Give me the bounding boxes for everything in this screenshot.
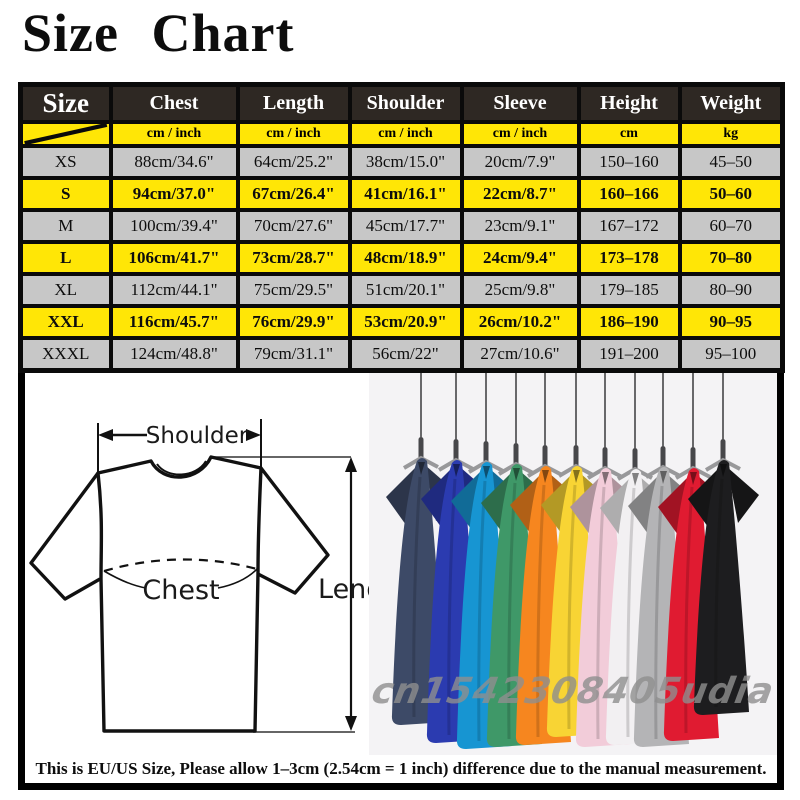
table-cell: 48cm/18.9" <box>347 240 464 276</box>
table-cell: XXXL <box>18 336 113 373</box>
table-cell: L <box>18 240 113 276</box>
chest-label: Chest <box>142 575 219 606</box>
header-row: Size Chest Length Shoulder Sleeve Height Weigh… <box>18 82 785 124</box>
table-cell: 116cm/45.7" <box>108 304 240 340</box>
column-header: Sleeve <box>459 82 581 124</box>
table-cell: 25cm/9.8" <box>459 272 581 308</box>
units-row: cm / inch cm / inch cm / inch cm / inch cm kg <box>18 120 785 148</box>
tshirt-measure-diagram: Shoulder Chest Lengt <box>25 373 369 755</box>
table-cell: 167–172 <box>576 208 682 244</box>
table-cell: XS <box>18 144 113 180</box>
table-row: XXXL 124cm/48.8" 79cm/31.1" 56cm/22" 27cm/10… <box>18 336 785 373</box>
table-cell: 100cm/39.4" <box>108 208 240 244</box>
table-cell: 186–190 <box>576 304 682 340</box>
table-cell: 94cm/37.0" <box>108 176 240 212</box>
hanging-shirts-illustration <box>386 373 759 749</box>
table-cell: 95–100 <box>677 336 785 373</box>
table-cell: 45cm/17.7" <box>347 208 464 244</box>
table-cell: 191–200 <box>576 336 682 373</box>
column-header: Weight <box>677 82 785 124</box>
table-cell: 45–50 <box>677 144 785 180</box>
table-cell: 70–80 <box>677 240 785 276</box>
table-cell: 60–70 <box>677 208 785 244</box>
tshirt-outline-drawing: Shoulder Chest Lengt <box>29 419 369 733</box>
table-cell: 106cm/41.7" <box>108 240 240 276</box>
table-cell: 150–160 <box>576 144 682 180</box>
table-cell: 56cm/22" <box>347 336 464 373</box>
unit-cell: cm <box>576 120 682 148</box>
column-header: Shoulder <box>347 82 464 124</box>
table-cell: XL <box>18 272 113 308</box>
table-cell: 20cm/7.9" <box>459 144 581 180</box>
unit-cell: cm / inch <box>235 120 352 148</box>
unit-cell: cm / inch <box>459 120 581 148</box>
table-cell: 112cm/44.1" <box>108 272 240 308</box>
unit-cell: cm / inch <box>108 120 240 148</box>
measure-guide-section: Shoulder Chest Lengt cn1542308405udia <box>18 373 784 790</box>
table-cell: 26cm/10.2" <box>459 304 581 340</box>
table-cell: 90–95 <box>677 304 785 340</box>
table-cell: M <box>18 208 113 244</box>
table-cell: 76cm/29.9" <box>235 304 352 340</box>
table-cell: 50–60 <box>677 176 785 212</box>
table-cell: 75cm/29.5" <box>235 272 352 308</box>
shoulder-label: Shoulder <box>146 423 249 449</box>
table-cell: 38cm/15.0" <box>347 144 464 180</box>
table-cell: 67cm/26.4" <box>235 176 352 212</box>
table-cell: 23cm/9.1" <box>459 208 581 244</box>
column-header: Size <box>18 82 113 124</box>
column-header: Length <box>235 82 352 124</box>
table-cell: 70cm/27.6" <box>235 208 352 244</box>
table-cell: 88cm/34.6" <box>108 144 240 180</box>
size-table-body: Size Chest Length Shoulder Sleeve Height Weigh… <box>18 82 785 373</box>
table-cell: 124cm/48.8" <box>108 336 240 373</box>
table-cell: 80–90 <box>677 272 785 308</box>
table-row: XXL 116cm/45.7" 76cm/29.9" 53cm/20.9" 26cm/1… <box>18 304 785 340</box>
diagonal-line <box>24 126 107 142</box>
table-row: XS 88cm/34.6" 64cm/25.2" 38cm/15.0" 20cm/7.9… <box>18 144 785 180</box>
unit-cell: cm / inch <box>347 120 464 148</box>
length-label: Lengt <box>318 574 369 605</box>
size-chart-sheet: Size Chest Length Shoulder Sleeve Height Weigh… <box>18 82 785 790</box>
table-row: S 94cm/37.0" 67cm/26.4" 41cm/16.1" 22cm/8.7"… <box>18 176 785 212</box>
table-cell: 27cm/10.6" <box>459 336 581 373</box>
table-cell: 79cm/31.1" <box>235 336 352 373</box>
table-cell: 160–166 <box>576 176 682 212</box>
table-row: L 106cm/41.7" 73cm/28.7" 48cm/18.9" 24cm/9.4… <box>18 240 785 276</box>
size-note: This is EU/US Size, Please allow 1–3cm (… <box>25 755 777 783</box>
table-cell: 22cm/8.7" <box>459 176 581 212</box>
table-cell: 53cm/20.9" <box>347 304 464 340</box>
table-cell: 41cm/16.1" <box>347 176 464 212</box>
column-header: Height <box>576 82 682 124</box>
table-cell: 64cm/25.2" <box>235 144 352 180</box>
table-cell: XXL <box>18 304 113 340</box>
table-row: M 100cm/39.4" 70cm/27.6" 45cm/17.7" 23cm/9.1… <box>18 208 785 244</box>
size-table: Size Chest Length Shoulder Sleeve Height Weigh… <box>18 82 785 373</box>
table-cell: S <box>18 176 113 212</box>
table-cell: 179–185 <box>576 272 682 308</box>
page-title: Size Chart <box>22 3 295 63</box>
table-cell: 73cm/28.7" <box>235 240 352 276</box>
table-cell: 51cm/20.1" <box>347 272 464 308</box>
column-header: Chest <box>108 82 240 124</box>
table-row: XL 112cm/44.1" 75cm/29.5" 51cm/20.1" 25cm/9.… <box>18 272 785 308</box>
tshirt-colors-photo: cn1542308405udia <box>369 373 777 755</box>
diagonal-cell <box>18 120 113 148</box>
unit-cell: kg <box>677 120 785 148</box>
table-cell: 24cm/9.4" <box>459 240 581 276</box>
table-cell: 173–178 <box>576 240 682 276</box>
